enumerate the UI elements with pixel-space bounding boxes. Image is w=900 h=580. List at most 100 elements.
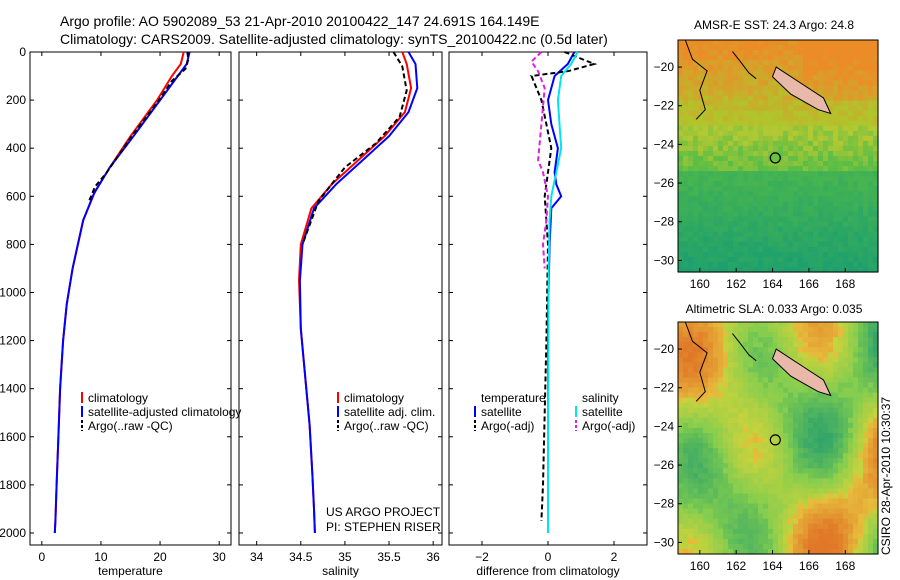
sla-cell bbox=[783, 327, 789, 333]
sst-cell bbox=[838, 261, 844, 268]
sst-cell bbox=[798, 156, 804, 162]
sla-cell bbox=[723, 352, 729, 358]
sst-cell bbox=[698, 211, 704, 218]
sla-cell bbox=[873, 488, 879, 494]
sla-cell bbox=[793, 543, 799, 550]
sst-cell bbox=[738, 186, 744, 192]
sla-cell bbox=[828, 448, 834, 454]
sst-cell bbox=[828, 181, 834, 187]
sla-cell bbox=[833, 503, 839, 510]
sst-cell bbox=[723, 120, 729, 127]
sla-cell bbox=[678, 518, 684, 525]
sst-cell bbox=[793, 211, 799, 218]
sla-cell bbox=[723, 337, 729, 343]
sla-cell bbox=[773, 533, 779, 540]
sla-cell bbox=[693, 392, 699, 399]
sla-cell bbox=[838, 372, 844, 378]
sst-cell bbox=[773, 211, 779, 218]
sst-cell bbox=[863, 186, 869, 192]
sla-cell bbox=[778, 337, 784, 343]
sla-cell bbox=[743, 352, 749, 358]
sst-cell bbox=[763, 251, 769, 258]
sla-cell bbox=[733, 377, 739, 384]
sst-cell bbox=[748, 186, 754, 192]
sla-cell bbox=[788, 322, 794, 328]
sla-cell bbox=[843, 533, 849, 540]
sla-cell bbox=[793, 549, 799, 555]
sst-cell bbox=[793, 256, 799, 263]
sla-cell bbox=[728, 377, 734, 384]
sst-cell bbox=[808, 140, 814, 147]
sla-cell bbox=[778, 417, 784, 424]
sst-cell bbox=[868, 55, 874, 61]
sst-cell bbox=[838, 115, 844, 122]
sst-cell bbox=[798, 110, 804, 117]
sst-cell bbox=[813, 85, 819, 91]
sst-cell bbox=[758, 135, 764, 142]
sst-cell bbox=[753, 135, 759, 142]
sla-cell bbox=[748, 342, 754, 348]
sla-cell bbox=[838, 468, 844, 474]
sst-cell bbox=[798, 186, 804, 192]
sla-cell bbox=[723, 372, 729, 378]
sst-cell bbox=[853, 201, 859, 207]
sst-cell bbox=[818, 80, 824, 86]
sla-cell bbox=[803, 438, 809, 444]
sla-cell bbox=[833, 372, 839, 378]
sst-cell bbox=[783, 231, 789, 238]
sst-cell bbox=[708, 145, 714, 152]
salinity-frame bbox=[238, 51, 443, 546]
sla-cell bbox=[833, 448, 839, 454]
sst-cell bbox=[778, 60, 784, 66]
sst-cell bbox=[738, 125, 744, 132]
sla-cell bbox=[843, 538, 849, 545]
sla-cell bbox=[853, 372, 859, 378]
sst-cell bbox=[678, 140, 684, 147]
sst-cell bbox=[823, 115, 829, 122]
sla-cell bbox=[833, 508, 839, 515]
sla-cell bbox=[748, 377, 754, 384]
sla-cell bbox=[678, 387, 684, 394]
sst-cell bbox=[718, 171, 724, 177]
sst-cell bbox=[798, 191, 804, 197]
sst-cell bbox=[773, 236, 779, 243]
sst-cell bbox=[723, 45, 729, 51]
sst-cell bbox=[863, 135, 869, 142]
sla-cell bbox=[713, 458, 719, 464]
sst-cell bbox=[723, 186, 729, 192]
sla-cell bbox=[873, 503, 879, 510]
sla-cell bbox=[678, 382, 684, 389]
sla-cell bbox=[748, 468, 754, 474]
sla-cell bbox=[758, 332, 764, 338]
sst-cell bbox=[723, 75, 729, 81]
sla-cell bbox=[813, 342, 819, 348]
sla-cell bbox=[703, 362, 709, 368]
sla-cell bbox=[723, 342, 729, 348]
sla-cell bbox=[783, 483, 789, 489]
sla-cell bbox=[718, 392, 724, 399]
sst-cell bbox=[858, 176, 864, 182]
sst-cell bbox=[838, 181, 844, 187]
sla-xtick-label: 164 bbox=[763, 559, 783, 573]
sla-cell bbox=[828, 503, 834, 510]
sst-cell bbox=[698, 145, 704, 152]
sst-cell bbox=[788, 196, 794, 202]
sst-cell bbox=[753, 140, 759, 147]
sst-cell bbox=[813, 45, 819, 51]
sla-cell bbox=[708, 498, 714, 505]
sst-cell bbox=[738, 256, 744, 263]
sla-cell bbox=[728, 347, 734, 353]
sst-cell bbox=[798, 251, 804, 258]
sla-cell bbox=[693, 443, 699, 449]
sst-cell bbox=[858, 145, 864, 152]
sst-cell bbox=[743, 231, 749, 238]
sst-cell bbox=[768, 120, 774, 127]
sla-cell bbox=[858, 427, 864, 434]
sla-cell bbox=[713, 337, 719, 343]
sst-cell bbox=[688, 125, 694, 132]
sla-cell bbox=[848, 473, 854, 479]
sst-cell bbox=[728, 176, 734, 182]
sla-cell bbox=[758, 427, 764, 434]
sst-cell bbox=[768, 267, 774, 273]
sla-cell bbox=[853, 533, 859, 540]
